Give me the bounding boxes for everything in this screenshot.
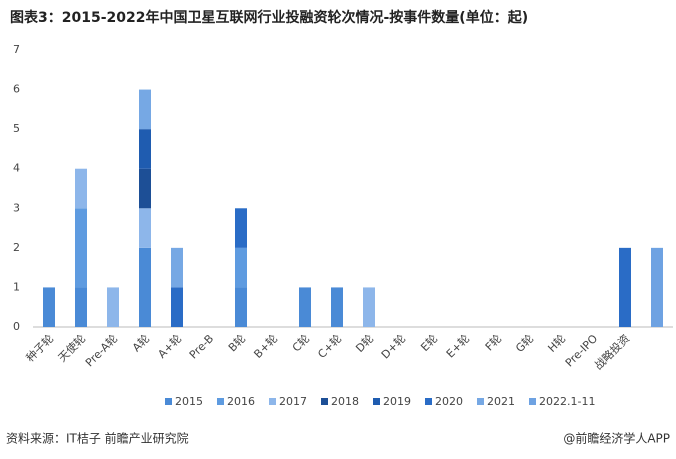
x-tick-label: C+轮 [315,331,345,361]
x-tick-label: E轮 [418,331,441,354]
bar-segment [651,247,663,327]
y-tick-label: 2 [13,241,20,254]
y-tick-label: 4 [13,162,20,175]
x-tick-label: 战略投资 [591,331,632,372]
x-tick-label: A轮 [129,331,152,354]
legend-label: 2016 [227,395,255,408]
chart-title: 图表3：2015-2022年中国卫星互联网行业投融资轮次情况-按事件数量(单位：… [10,9,528,26]
legend-swatch [425,398,432,405]
x-tick-label: F轮 [482,331,504,353]
bar-segment [299,287,311,327]
legend-swatch [529,398,536,405]
x-tick-label: B+轮 [251,331,281,361]
bar-segment [75,208,87,288]
legend-label: 2019 [383,395,411,408]
legend-label: 2015 [175,395,203,408]
y-tick-label: 6 [13,83,20,96]
bar-segment [139,208,151,248]
y-tick-label: 7 [13,43,20,56]
x-tick-label: C轮 [289,331,312,354]
x-tick-label: Pre-B [187,332,216,361]
legend-label: 2017 [279,395,307,408]
bar-segment [139,247,151,327]
bar-segment [235,287,247,327]
legend-swatch [269,398,276,405]
bar-segment [75,287,87,327]
legend-swatch [477,398,484,405]
bar-segment [139,168,151,209]
bar-segment [139,89,151,130]
bar-segment [139,129,151,169]
bar-segment [107,287,119,327]
legend-swatch [321,398,328,405]
y-tick-label: 3 [13,201,20,214]
y-tick-label: 0 [13,320,20,333]
bar-segment [619,247,631,327]
bar-segment [171,247,183,288]
legend-label: 2020 [435,395,463,408]
legend-label: 2022.1-11 [539,395,595,408]
bar-segment [43,287,55,327]
x-tick-label: D轮 [353,331,377,355]
legend-swatch [217,398,224,405]
legend-label: 2021 [487,395,515,408]
y-tick-label: 5 [13,122,20,135]
x-tick-label: Pre-A轮 [82,331,120,369]
source-note: 资料来源：IT桔子 前瞻产业研究院 [6,431,189,446]
credit: @前瞻经济学人APP [563,431,670,446]
bar-segment [235,208,247,248]
bar-segment [363,287,375,327]
x-tick-label: G轮 [513,331,537,355]
x-tick-label: H轮 [545,331,569,355]
bar-segment [75,168,87,209]
bar-segment [235,247,247,288]
y-tick-label: 1 [13,280,20,293]
legend-label: 2018 [331,395,359,408]
x-tick-label: A+轮 [155,331,185,361]
legend-swatch [165,398,172,405]
bar-segment [331,287,343,327]
x-tick-label: D+轮 [378,331,408,361]
x-tick-label: B轮 [225,331,248,354]
x-tick-label: 种子轮 [23,331,56,364]
x-tick-label: E+轮 [443,331,472,360]
bar-segment [171,287,183,327]
legend-swatch [373,398,380,405]
